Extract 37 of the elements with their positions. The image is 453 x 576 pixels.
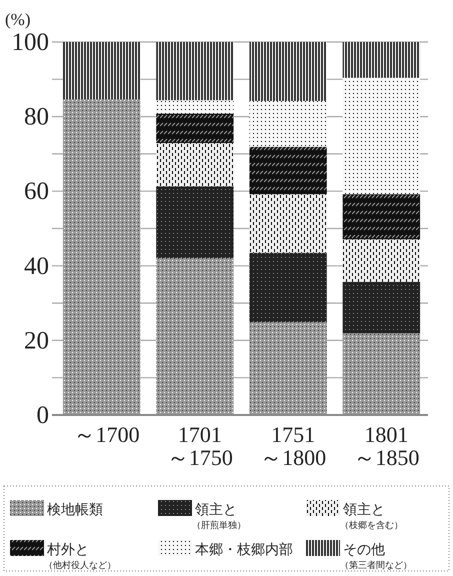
bar bbox=[156, 143, 234, 186]
bar bbox=[342, 78, 420, 194]
y-tick-label: 60 bbox=[24, 178, 49, 206]
x-tick-label: 1751 ～1800 bbox=[260, 422, 326, 470]
bar bbox=[156, 42, 234, 100]
y-tick-label: 80 bbox=[24, 104, 49, 131]
y-axis-title: (%) bbox=[5, 10, 30, 29]
legend-label: 村外と（他村役人など） bbox=[44, 542, 116, 570]
y-tick-label: 40 bbox=[24, 252, 49, 280]
bar bbox=[342, 42, 420, 78]
bar bbox=[249, 194, 327, 253]
bar bbox=[249, 146, 327, 194]
bar bbox=[156, 114, 234, 144]
bar bbox=[249, 322, 327, 415]
bar bbox=[342, 282, 420, 334]
bar bbox=[156, 186, 234, 258]
legend-label: 領主と（枝郷を含む） bbox=[340, 502, 403, 530]
bar bbox=[156, 100, 234, 114]
bar bbox=[62, 99, 140, 415]
bar bbox=[342, 194, 420, 240]
bar bbox=[342, 239, 420, 282]
x-tick-label: ～1700 bbox=[74, 422, 140, 447]
legend-label: 検地帳類 bbox=[47, 502, 103, 518]
legend-label: 本郷・枝郷内部 bbox=[195, 542, 293, 558]
y-tick-label: 0 bbox=[36, 402, 49, 429]
legend-label: 領主と（肝煎単独） bbox=[192, 502, 246, 530]
x-tick-label: 1701 ～1750 bbox=[166, 422, 233, 470]
legend-label: その他（第三者間など） bbox=[340, 542, 412, 570]
bar bbox=[342, 333, 420, 415]
bar bbox=[62, 42, 140, 100]
x-tick-label: 1801 ～1850 bbox=[353, 422, 420, 470]
bar bbox=[249, 252, 327, 322]
y-tick-label: 20 bbox=[24, 327, 49, 354]
y-tick-label: 100 bbox=[12, 29, 49, 56]
bar bbox=[156, 258, 234, 415]
bar bbox=[249, 100, 327, 147]
bar bbox=[249, 42, 327, 101]
